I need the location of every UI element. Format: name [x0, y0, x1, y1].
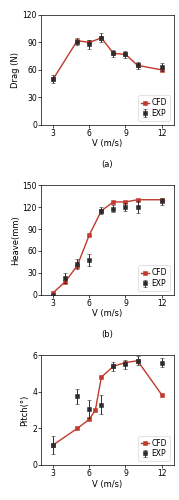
- CFD: [112, 363, 115, 369]
- Text: (b): (b): [101, 330, 113, 339]
- Y-axis label: Heave(mm): Heave(mm): [11, 215, 20, 265]
- CFD: [52, 442, 54, 448]
- CFD: [76, 426, 78, 432]
- Y-axis label: Drag (N): Drag (N): [11, 52, 20, 88]
- CFD: [161, 197, 163, 203]
- Text: (a): (a): [102, 160, 113, 169]
- CFD: [136, 358, 139, 364]
- CFD: [100, 35, 102, 41]
- CFD: [124, 199, 127, 205]
- CFD: [64, 278, 66, 284]
- CFD: [161, 392, 163, 398]
- CFD: [88, 416, 90, 422]
- CFD: [94, 407, 96, 413]
- Legend: CFD, EXP: CFD, EXP: [138, 266, 170, 291]
- CFD: [88, 232, 90, 238]
- CFD: [136, 197, 139, 203]
- CFD: [124, 52, 127, 58]
- CFD: [76, 38, 78, 44]
- Legend: CFD, EXP: CFD, EXP: [138, 96, 170, 121]
- CFD: [52, 76, 54, 82]
- X-axis label: V (m/s): V (m/s): [92, 480, 122, 488]
- Line: CFD: CFD: [51, 36, 164, 82]
- Legend: CFD, EXP: CFD, EXP: [138, 436, 170, 461]
- X-axis label: V (m/s): V (m/s): [92, 310, 122, 318]
- Y-axis label: Pitch(°): Pitch(°): [20, 394, 29, 426]
- CFD: [112, 50, 115, 56]
- Line: CFD: CFD: [51, 198, 164, 295]
- CFD: [136, 62, 139, 68]
- CFD: [88, 40, 90, 46]
- CFD: [124, 360, 127, 366]
- CFD: [52, 290, 54, 296]
- Line: CFD: CFD: [51, 358, 164, 448]
- CFD: [100, 208, 102, 214]
- CFD: [161, 67, 163, 73]
- CFD: [76, 262, 78, 268]
- X-axis label: V (m/s): V (m/s): [92, 140, 122, 148]
- CFD: [112, 199, 115, 205]
- CFD: [100, 374, 102, 380]
